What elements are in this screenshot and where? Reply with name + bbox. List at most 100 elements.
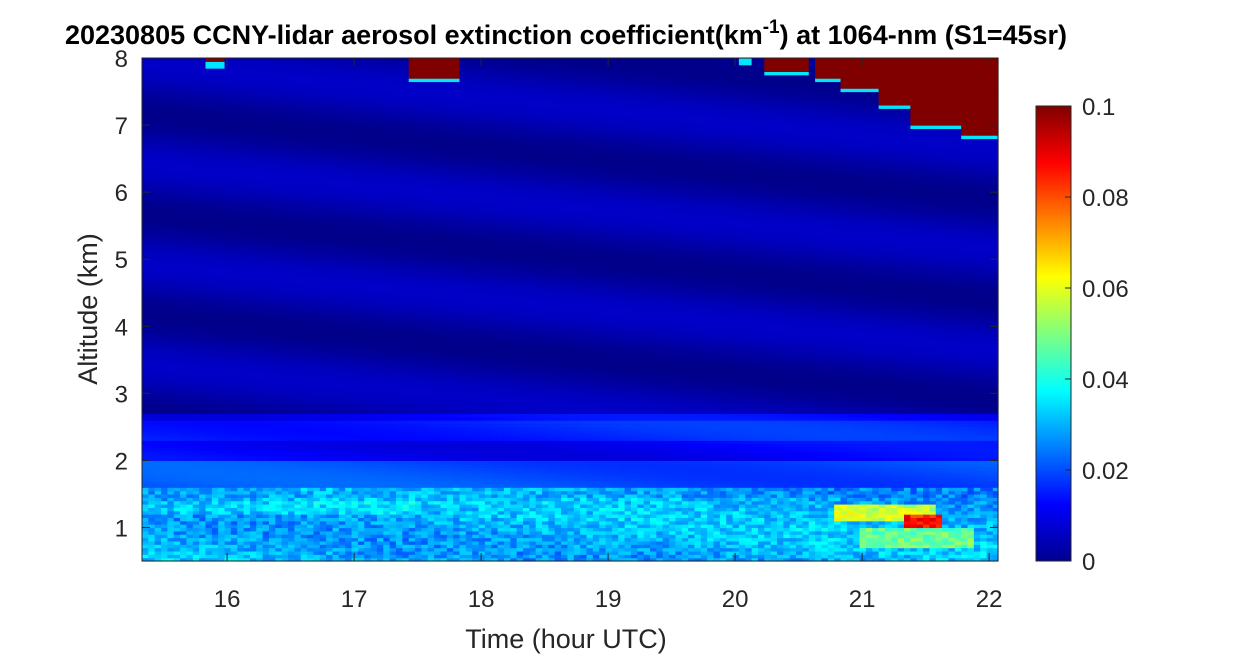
heatmap-cell [154,158,162,163]
heatmap-cell [307,547,315,552]
heatmap-cell [167,356,175,361]
heatmap-cell [319,185,327,190]
heatmap-cell [224,309,232,314]
heatmap-cell [161,115,168,119]
heatmap-cell [249,366,257,371]
heatmap-cell [180,215,188,220]
heatmap-cell [161,192,168,197]
heatmap-cell [281,158,289,163]
heatmap-cell [269,547,276,552]
heatmap-cell [161,165,168,170]
heatmap-cell [142,363,149,368]
heatmap-cell [300,376,308,381]
heatmap-cell [192,339,200,344]
heatmap-cell [319,306,327,311]
heatmap-cell [167,195,175,200]
heatmap-cell [249,443,257,448]
heatmap-cell [205,215,213,220]
heatmap-cell [275,91,283,96]
heatmap-cell [281,232,289,237]
heatmap-cell [205,460,213,465]
heatmap-cell [262,480,270,485]
heatmap-cell [249,275,257,280]
heatmap-cell [269,326,276,331]
heatmap-cell [205,403,213,408]
heatmap-cell [230,91,238,96]
heatmap-cell [218,353,226,358]
heatmap-cell [180,212,188,217]
heatmap-cell [148,64,156,69]
heatmap-cell [148,332,156,337]
heatmap-cell [230,396,238,401]
heatmap-cell [294,235,302,240]
heatmap-cell [224,406,232,411]
heatmap-cell [167,446,175,451]
heatmap-cell [173,433,181,438]
heatmap-cell [142,356,149,361]
heatmap-cell [294,115,302,119]
heatmap-cell [237,470,245,475]
heatmap-cell [224,547,232,552]
heatmap-cell [256,175,264,180]
heatmap-cell [269,269,276,274]
heatmap-cell [230,316,238,321]
heatmap-cell [249,453,257,458]
heatmap-cell [148,483,156,488]
heatmap-cell [230,232,238,237]
heatmap-cell [230,306,238,311]
heatmap-cell [167,467,175,472]
heatmap-cell [249,329,257,334]
heatmap-cell [249,98,257,103]
heatmap-cell [161,500,168,505]
heatmap-cell [249,544,257,549]
heatmap-cell [205,101,213,106]
heatmap-cell [307,416,315,421]
heatmap-cell [161,524,168,529]
heatmap-cell [230,457,238,461]
heatmap-cell [243,520,251,525]
heatmap-cell [256,332,264,337]
heatmap-cell [281,443,289,448]
heatmap-cell [180,279,188,284]
heatmap-cell [256,440,264,445]
heatmap-cell [345,104,353,109]
heatmap-cell [205,131,213,136]
heatmap-cell [256,406,264,411]
heatmap-cell [211,487,219,492]
heatmap-cell [224,316,232,321]
heatmap-cell [275,212,283,217]
heatmap-cell [167,537,175,542]
heatmap-cell [294,265,302,270]
heatmap-cell [313,396,321,401]
heatmap-cell [173,339,181,344]
heatmap-cell [186,168,194,173]
heatmap-cell [230,101,238,106]
heatmap-cell [256,386,264,391]
heatmap-cell [218,393,226,398]
heatmap-cell [186,272,194,277]
heatmap-cell [275,537,283,542]
heatmap-cell [148,141,156,146]
heatmap-cell [262,135,270,140]
heatmap-cell [243,309,251,314]
heatmap-cell [205,420,213,425]
heatmap-cell [148,467,156,472]
heatmap-cell [148,406,156,411]
heatmap-cell [338,185,346,190]
heatmap-cell [161,306,168,311]
heatmap-cell [249,554,257,559]
heatmap-cell [173,473,181,478]
heatmap-cell [237,534,245,539]
heatmap-cell [167,524,175,529]
heatmap-cell [224,450,232,455]
heatmap-cell [224,262,232,267]
heatmap-cell [218,343,226,347]
heatmap-cell [142,121,149,126]
heatmap-cell [269,306,276,311]
heatmap-cell [275,544,283,549]
heatmap-cell [307,104,315,109]
heatmap-cell [230,527,238,532]
heatmap-cell [275,346,283,351]
heatmap-cell [173,517,181,522]
heatmap-cell [199,81,207,86]
